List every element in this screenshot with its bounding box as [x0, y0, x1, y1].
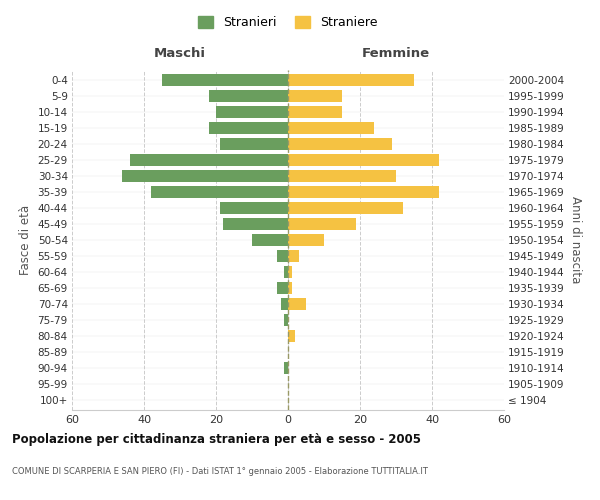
Bar [130, 154, 288, 166]
Bar [288, 186, 439, 198]
Bar [151, 186, 288, 198]
Bar [288, 90, 342, 102]
Bar [220, 138, 288, 150]
Y-axis label: Anni di nascita: Anni di nascita [569, 196, 581, 284]
Bar [281, 298, 288, 310]
Bar [288, 282, 292, 294]
Text: Maschi: Maschi [154, 48, 206, 60]
Bar [277, 282, 288, 294]
Bar [288, 218, 356, 230]
Bar [216, 106, 288, 118]
Bar [284, 362, 288, 374]
Y-axis label: Fasce di età: Fasce di età [19, 205, 32, 275]
Bar [288, 330, 295, 342]
Bar [223, 218, 288, 230]
Bar [288, 234, 324, 246]
Bar [220, 202, 288, 214]
Bar [284, 266, 288, 278]
Bar [288, 298, 306, 310]
Legend: Stranieri, Straniere: Stranieri, Straniere [193, 11, 383, 34]
Bar [288, 74, 414, 86]
Bar [288, 122, 374, 134]
Bar [288, 106, 342, 118]
Bar [288, 266, 292, 278]
Bar [284, 314, 288, 326]
Bar [288, 170, 396, 182]
Bar [288, 138, 392, 150]
Bar [162, 74, 288, 86]
Text: Popolazione per cittadinanza straniera per età e sesso - 2005: Popolazione per cittadinanza straniera p… [12, 432, 421, 446]
Bar [288, 154, 439, 166]
Bar [288, 250, 299, 262]
Text: Femmine: Femmine [362, 48, 430, 60]
Bar [288, 202, 403, 214]
Bar [122, 170, 288, 182]
Bar [209, 122, 288, 134]
Bar [277, 250, 288, 262]
Bar [209, 90, 288, 102]
Bar [252, 234, 288, 246]
Text: COMUNE DI SCARPERIA E SAN PIERO (FI) - Dati ISTAT 1° gennaio 2005 - Elaborazione: COMUNE DI SCARPERIA E SAN PIERO (FI) - D… [12, 468, 428, 476]
